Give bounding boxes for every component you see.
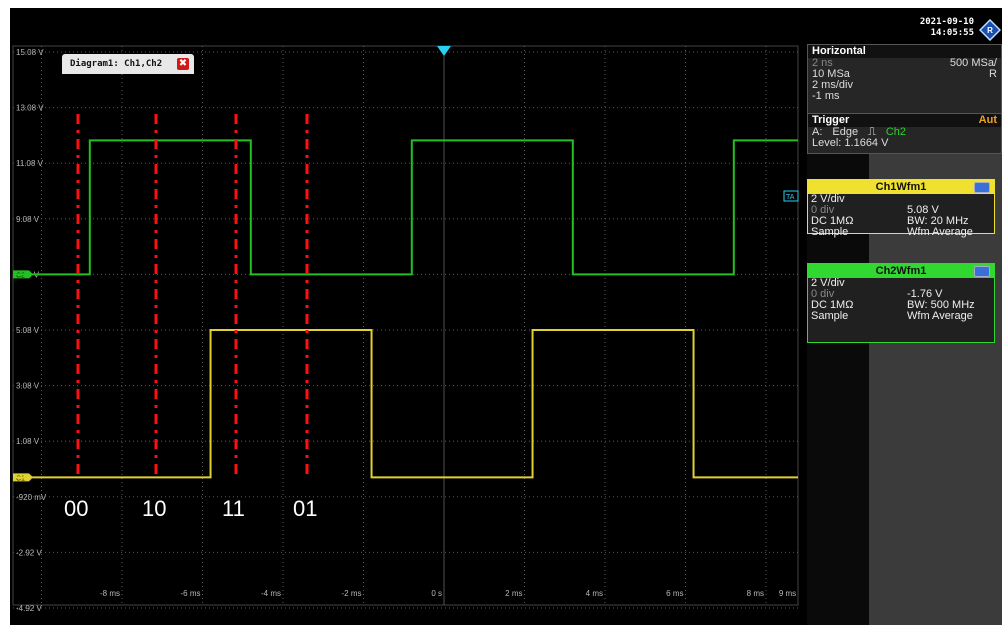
- ch2-offset: 0 div: [811, 288, 835, 300]
- rs-logo-icon: R: [979, 19, 1001, 41]
- trigger-marker-label: TA: [786, 194, 795, 201]
- y-axis-label: -2.92 V: [16, 548, 42, 557]
- datetime-display: 2021-09-10 14:05:55: [908, 17, 974, 39]
- trigger-mode: Aut: [978, 114, 997, 126]
- x-axis-label: -4 ms: [261, 589, 281, 598]
- y-axis-label: 3.08 V: [16, 382, 40, 391]
- y-axis-label: 15.08 V: [16, 48, 44, 57]
- ch2-waveform: [13, 139, 798, 276]
- y-axis-label: -4.92 V: [16, 604, 42, 613]
- ch1-offset: 0 div: [811, 204, 835, 216]
- x-axis-label: 8 ms: [747, 589, 764, 598]
- waveform-diagram[interactable]: 15.08 V13.08 V11.08 V9.08 V7.08 V5.08 V3…: [10, 8, 1002, 625]
- ch2-settings[interactable]: Ch2Wfm1 2 V/div 0 div -1.76 V DC 1MΩ BW: 5…: [807, 263, 995, 343]
- diagram-tab[interactable]: Diagram1: Ch1,Ch2 ✖: [62, 54, 194, 74]
- horizontal-samplerate: 500 MSa/: [949, 57, 997, 69]
- x-axis-label: 0 s: [431, 589, 442, 598]
- ch2-acquisition: Sample: [811, 310, 849, 322]
- y-axis-label: 13.08 V: [16, 104, 44, 113]
- ch1-marker-label: C1: [16, 475, 25, 482]
- oscilloscope-screen: 15.08 V13.08 V11.08 V9.08 V7.08 V5.08 V3…: [10, 8, 1002, 625]
- horizontal-mode: R: [989, 68, 997, 80]
- x-axis-label: -2 ms: [342, 589, 362, 598]
- horizontal-timebase: 2 ms/div: [812, 79, 853, 91]
- ch1-bandwidth: BW: 20 MHz: [907, 215, 969, 227]
- ch1-waveform: [13, 329, 798, 479]
- trigger-position-marker: [437, 46, 451, 56]
- time-text: 14:05:55: [930, 28, 974, 38]
- diagram-tab-label: Diagram1: Ch1,Ch2: [70, 59, 163, 69]
- rising-edge-icon: ⎍: [868, 126, 876, 138]
- horizontal-settings[interactable]: Horizontal 2 ns 500 MSa/ 10 MSa R 2 ms/div…: [807, 44, 1002, 114]
- state-label: 01: [293, 496, 317, 521]
- ch1-minimize-button[interactable]: [974, 182, 990, 193]
- ch2-bandwidth: BW: 500 MHz: [907, 299, 975, 311]
- state-label: 00: [64, 496, 88, 521]
- ch1-coupling: DC 1MΩ: [811, 215, 854, 227]
- ch2-marker-label: C2: [16, 272, 25, 279]
- y-axis-label: 5.08 V: [16, 326, 40, 335]
- ch2-title: Ch2Wfm1: [875, 265, 927, 277]
- ch1-scale: 2 V/div: [811, 193, 845, 205]
- plot-frame: [12, 45, 799, 606]
- x-axis-label: 9 ms: [779, 589, 796, 598]
- x-axis-label: -8 ms: [100, 589, 120, 598]
- trigger-source-prefix: A:: [812, 126, 823, 138]
- state-label: 11: [222, 496, 245, 521]
- ch2-position: -1.76 V: [907, 288, 943, 300]
- x-axis-label: 4 ms: [586, 589, 603, 598]
- date-text: 2021-09-10: [919, 17, 974, 27]
- close-icon[interactable]: ✖: [177, 58, 189, 70]
- x-axis-label: -6 ms: [181, 589, 201, 598]
- y-axis-label: 1.08 V: [16, 437, 40, 446]
- ch1-settings[interactable]: Ch1Wfm1 2 V/div 0 div 5.08 V DC 1MΩ BW: 20…: [807, 179, 995, 238]
- trigger-settings[interactable]: Trigger Aut A: Edge ⎍ Ch2 Level: 1.1664 V: [807, 114, 1002, 154]
- y-axis-label: 11.08 V: [16, 159, 44, 168]
- horizontal-position: -1 ms: [812, 90, 840, 102]
- trigger-title: Trigger: [812, 114, 850, 126]
- ch1-position: 5.08 V: [907, 204, 939, 216]
- horizontal-title: Horizontal: [808, 45, 1001, 58]
- ch2-coupling: DC 1MΩ: [811, 299, 854, 311]
- trigger-level-marker: [783, 190, 799, 202]
- ch1-title: Ch1Wfm1: [875, 181, 927, 193]
- horizontal-resolution: 2 ns: [812, 57, 833, 69]
- ch1-acquisition: Sample: [811, 226, 849, 238]
- ch1-wfm-mode: Wfm Average: [907, 226, 973, 238]
- trigger-type: Edge: [832, 126, 859, 138]
- horizontal-record-length: 10 MSa: [812, 68, 850, 80]
- ch2-wfm-mode: Wfm Average: [907, 310, 973, 322]
- svg-text:R: R: [987, 26, 993, 35]
- ch2-scale: 2 V/div: [811, 277, 845, 289]
- x-axis-label: 2 ms: [505, 589, 522, 598]
- trigger-level: Level: 1.1664 V: [812, 137, 889, 149]
- state-label: 10: [142, 496, 166, 521]
- y-axis-label: 9.08 V: [16, 215, 40, 224]
- ch2-minimize-button[interactable]: [974, 266, 990, 277]
- x-axis-label: 6 ms: [666, 589, 683, 598]
- y-axis-label: -920 mV: [16, 493, 47, 502]
- trigger-source: Ch2: [885, 126, 906, 138]
